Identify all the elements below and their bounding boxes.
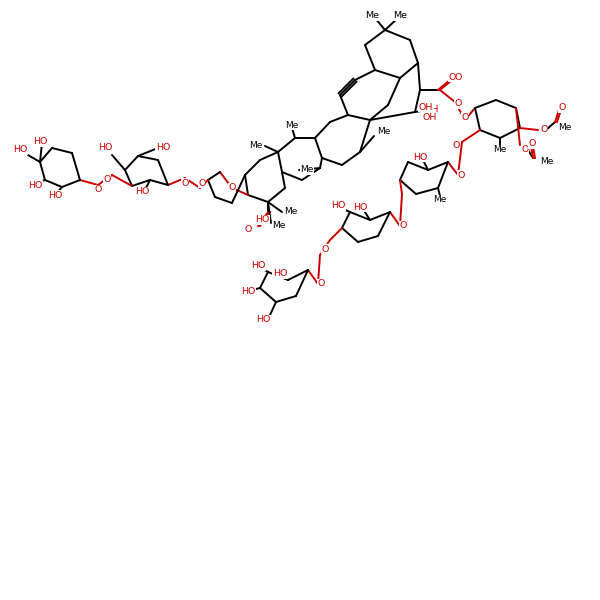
Text: O: O xyxy=(199,179,206,187)
Text: Me: Me xyxy=(300,166,313,175)
Text: HO: HO xyxy=(256,316,270,325)
Text: O: O xyxy=(541,125,548,134)
Text: OH: OH xyxy=(423,113,437,121)
Text: HO: HO xyxy=(251,262,265,271)
Text: O: O xyxy=(559,103,566,113)
Text: O: O xyxy=(94,185,101,194)
Text: O: O xyxy=(454,73,461,82)
Text: OH: OH xyxy=(419,103,433,112)
Text: Me: Me xyxy=(493,145,506,154)
Text: HO: HO xyxy=(241,287,255,296)
Text: Me: Me xyxy=(248,140,262,149)
Text: Me: Me xyxy=(286,121,299,130)
Text: HO: HO xyxy=(28,181,42,190)
Text: OH: OH xyxy=(425,106,439,115)
Text: Me: Me xyxy=(272,220,286,229)
Text: HO: HO xyxy=(33,137,47,146)
Text: O: O xyxy=(317,280,325,289)
Text: HO: HO xyxy=(48,191,62,199)
Text: O: O xyxy=(103,175,110,185)
Text: O: O xyxy=(229,184,236,193)
Text: Me: Me xyxy=(284,208,298,217)
Text: HO: HO xyxy=(156,142,170,151)
Text: HO: HO xyxy=(331,202,345,211)
Text: O: O xyxy=(322,245,329,253)
Text: HO: HO xyxy=(135,187,149,196)
Text: O: O xyxy=(529,139,536,148)
Text: O: O xyxy=(454,100,461,109)
Text: HO: HO xyxy=(353,202,367,211)
Text: O: O xyxy=(400,221,407,230)
Text: HO: HO xyxy=(255,215,269,224)
Text: Me: Me xyxy=(433,196,446,205)
Text: HO: HO xyxy=(413,152,427,161)
Text: Me: Me xyxy=(365,11,379,20)
Text: O: O xyxy=(457,170,464,179)
Text: HO: HO xyxy=(98,143,112,152)
Text: HO: HO xyxy=(273,269,287,278)
Text: O: O xyxy=(244,224,251,233)
Text: Me: Me xyxy=(540,157,553,166)
Text: HO: HO xyxy=(13,145,27,154)
Text: O: O xyxy=(181,179,188,187)
Text: Me: Me xyxy=(558,122,571,131)
Text: O: O xyxy=(521,145,529,154)
Text: Me: Me xyxy=(393,11,407,20)
Text: Me: Me xyxy=(377,127,391,136)
Text: O: O xyxy=(448,73,455,82)
Text: O: O xyxy=(452,142,460,151)
Text: O: O xyxy=(461,113,469,121)
